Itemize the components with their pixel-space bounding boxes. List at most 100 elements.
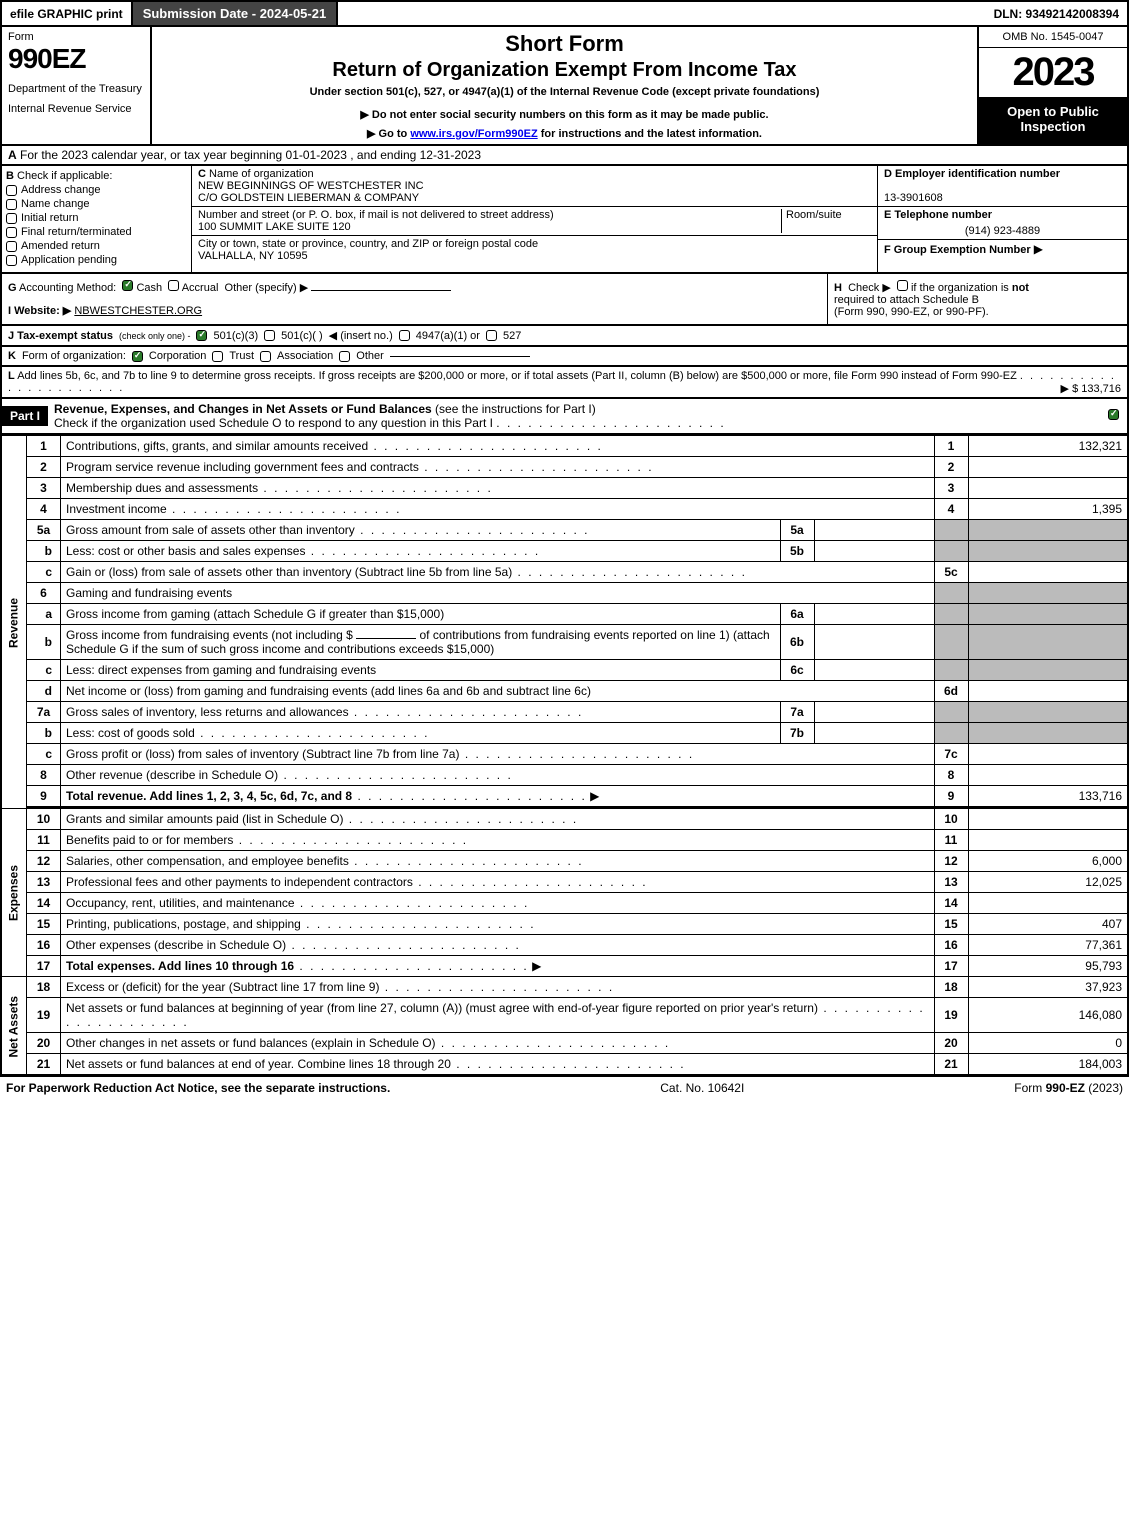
arrow-icon: ▶	[532, 959, 541, 973]
l12-desc: Salaries, other compensation, and employ…	[66, 854, 349, 868]
dots-icon	[459, 747, 694, 761]
chk-not-required[interactable]	[897, 280, 908, 291]
l1-num: 1	[27, 436, 61, 457]
chk-4947[interactable]	[399, 330, 410, 341]
chk-application-pending[interactable]	[6, 255, 17, 266]
chk-527[interactable]	[486, 330, 497, 341]
l4-num: 4	[27, 499, 61, 520]
l5b-mv[interactable]	[814, 541, 934, 562]
irs-link[interactable]: www.irs.gov/Form990EZ	[410, 128, 537, 140]
l17-num: 17	[27, 956, 61, 977]
lbl-cash: Cash	[136, 282, 162, 294]
row-k-label: K	[8, 350, 16, 362]
dots-icon	[355, 523, 590, 537]
name-of-org-label: Name of organization	[209, 168, 314, 180]
other-org-input[interactable]	[390, 356, 530, 357]
goto-note: ▶ Go to www.irs.gov/Form990EZ for instru…	[158, 127, 971, 140]
l6b-ml: 6b	[780, 625, 814, 660]
chk-cash[interactable]	[122, 280, 133, 291]
part-i-dots	[496, 416, 725, 430]
section-a: A For the 2023 calendar year, or tax yea…	[0, 146, 1129, 166]
shade-cell	[968, 702, 1128, 723]
l6b-amount-input[interactable]	[356, 638, 416, 639]
l15-num: 15	[27, 914, 61, 935]
l7b-desc: Less: cost of goods sold	[66, 726, 195, 740]
l2-val	[968, 457, 1128, 478]
lbl-association: Association	[277, 350, 333, 362]
row-l: L Add lines 5b, 6c, and 7b to line 9 to …	[0, 367, 1129, 399]
l7a-mv[interactable]	[814, 702, 934, 723]
chk-other-org[interactable]	[339, 351, 350, 362]
l6d-rn: 6d	[934, 681, 968, 702]
chk-initial-return[interactable]	[6, 213, 17, 224]
goto-pre: ▶ Go to	[367, 128, 410, 140]
chk-trust[interactable]	[212, 351, 223, 362]
dots-icon	[278, 768, 513, 782]
l7c-val	[968, 744, 1128, 765]
section-a-label: A	[8, 148, 17, 162]
lbl-trust: Trust	[229, 350, 254, 362]
l3-rn: 3	[934, 478, 968, 499]
chk-amended-return[interactable]	[6, 241, 17, 252]
website-value[interactable]: NBWESTCHESTER.ORG	[74, 305, 202, 317]
footer-right-pre: Form	[1014, 1081, 1045, 1095]
chk-accrual[interactable]	[168, 280, 179, 291]
row-g-label: G	[8, 282, 17, 294]
row-h: H Check ▶ if the organization is not req…	[827, 274, 1127, 324]
footer-center: Cat. No. 10642I	[390, 1081, 1014, 1095]
dots-icon	[301, 917, 536, 931]
row-k: K Form of organization: Corporation Trus…	[0, 347, 1129, 367]
l9-rn: 9	[934, 786, 968, 807]
l10-num: 10	[27, 809, 61, 830]
ein-label: D Employer identification number	[884, 168, 1060, 180]
l6b-num: b	[27, 625, 61, 660]
l6b-mv[interactable]	[814, 625, 934, 660]
l19-num: 19	[27, 998, 61, 1033]
l5a-mv[interactable]	[814, 520, 934, 541]
efile-print-link[interactable]: efile GRAPHIC print	[2, 2, 133, 25]
l19-rn: 19	[934, 998, 968, 1033]
row-j-label: J Tax-exempt status	[8, 330, 113, 342]
form-number: 990EZ	[8, 43, 144, 75]
l13-num: 13	[27, 872, 61, 893]
chk-corporation[interactable]	[132, 351, 143, 362]
row-l-text: Add lines 5b, 6c, and 7b to line 9 to de…	[17, 370, 1017, 382]
l7b-mv[interactable]	[814, 723, 934, 744]
row-l-amount: ▶ $ 133,716	[1061, 382, 1121, 395]
lbl-application-pending: Application pending	[21, 254, 117, 266]
chk-association[interactable]	[260, 351, 271, 362]
dots-icon	[451, 1057, 686, 1071]
chk-501c[interactable]	[264, 330, 275, 341]
chk-final-return[interactable]	[6, 227, 17, 238]
l6c-desc: Less: direct expenses from gaming and fu…	[66, 663, 376, 677]
arrow-icon: ▶	[590, 789, 599, 803]
footer-left: For Paperwork Reduction Act Notice, see …	[6, 1081, 390, 1095]
part-i-paren: (see the instructions for Part I)	[435, 402, 596, 416]
lbl-501c3: 501(c)(3)	[213, 330, 258, 342]
part-i-header: Part I Revenue, Expenses, and Changes in…	[0, 399, 1129, 435]
box-b-heading: Check if applicable:	[17, 170, 112, 182]
row-i-label: I Website: ▶	[8, 305, 71, 317]
chk-name-change[interactable]	[6, 199, 17, 210]
form-subtitle: Under section 501(c), 527, or 4947(a)(1)…	[158, 86, 971, 98]
l11-val	[968, 830, 1128, 851]
shade-cell	[968, 604, 1128, 625]
dots-icon	[349, 705, 584, 719]
l6a-num: a	[27, 604, 61, 625]
lbl-other-specify: Other (specify) ▶	[225, 282, 309, 294]
goto-post: for instructions and the latest informat…	[538, 128, 762, 140]
other-specify-input[interactable]	[311, 290, 451, 291]
dept-treasury: Department of the Treasury	[8, 83, 144, 95]
chk-schedule-o[interactable]	[1108, 409, 1119, 420]
chk-501c3[interactable]	[196, 330, 207, 341]
l7a-num: 7a	[27, 702, 61, 723]
l6a-mv[interactable]	[814, 604, 934, 625]
org-city: VALHALLA, NY 10595	[198, 250, 308, 262]
row-h-text3: required to attach Schedule B	[834, 294, 979, 306]
group-exempt-label: F Group Exemption Number	[884, 244, 1031, 256]
chk-address-change[interactable]	[6, 185, 17, 196]
l7a-ml: 7a	[780, 702, 814, 723]
ein-value: 13-3901608	[884, 192, 943, 204]
box-b: B Check if applicable: Address change Na…	[2, 166, 192, 272]
l6c-mv[interactable]	[814, 660, 934, 681]
